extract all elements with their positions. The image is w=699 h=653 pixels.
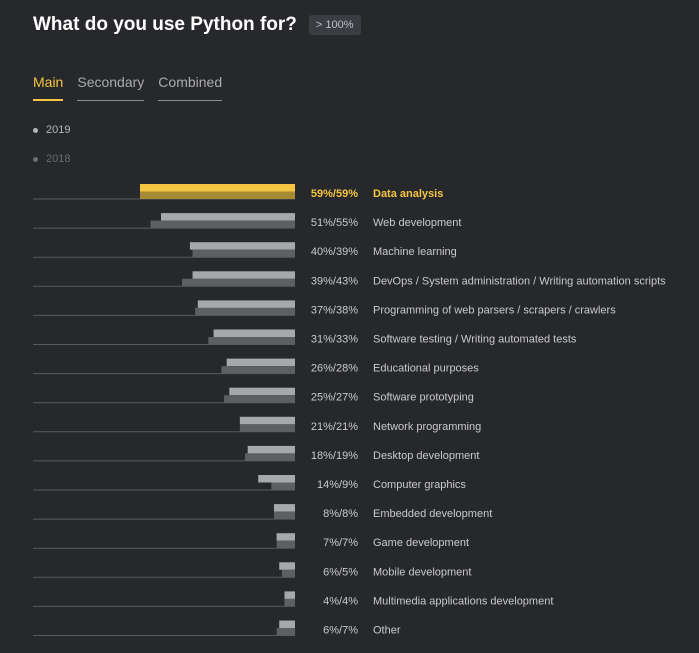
bar-2018 (140, 191, 295, 199)
category-label: Computer graphics (373, 479, 466, 491)
bar-2019 (189, 242, 295, 250)
category-label: Software prototyping (373, 392, 474, 404)
value-label: 51%/55% (311, 217, 358, 229)
bar-2019 (279, 620, 295, 628)
bar-2019 (247, 445, 295, 454)
bar-2019 (284, 591, 295, 599)
value-label: 37%/38% (311, 304, 358, 316)
tab-combined[interactable]: Combined (158, 74, 223, 101)
bar-2019 (276, 533, 295, 541)
legend-dot-icon (33, 127, 38, 133)
bar-2018 (271, 482, 295, 490)
category-label: Educational purposes (373, 363, 479, 375)
bar-2019 (229, 387, 295, 396)
legend-label-2018: 2018 (46, 153, 71, 165)
value-label: 14%/9% (317, 479, 358, 491)
value-label: 39%/43% (311, 275, 358, 287)
value-label: 18%/19% (311, 450, 358, 462)
category-label: DevOps / System administration / Writing… (373, 275, 666, 287)
category-label: Multimedia applications development (373, 595, 553, 607)
category-label: Programming of web parsers / scrapers / … (373, 304, 616, 316)
value-label: 25%/27% (311, 392, 358, 404)
value-label: 8%/8% (323, 508, 358, 520)
bar-2019 (140, 184, 295, 192)
category-label: Web development (373, 217, 461, 229)
value-label: 26%/28% (311, 363, 358, 375)
bar-2019 (197, 300, 295, 308)
category-label: Mobile development (373, 566, 471, 578)
percent-toggle-button[interactable]: > 100% (308, 15, 361, 35)
value-label: 6%/7% (323, 625, 358, 637)
category-label: Desktop development (373, 450, 479, 462)
value-label: 4%/4% (323, 595, 358, 607)
bar-2018 (208, 337, 295, 345)
bar-2018 (273, 511, 295, 520)
bar-2018 (284, 598, 295, 607)
tab-bar: Main Secondary Combined (33, 74, 223, 101)
bar-2018 (182, 278, 295, 287)
legend-item-2019[interactable]: 2019 (33, 124, 70, 136)
bar-2018 (239, 424, 295, 432)
bar-2019 (226, 358, 295, 367)
page-title: What do you use Python for? (33, 14, 297, 35)
value-label: 40%/39% (311, 246, 358, 258)
category-label: Embedded development (373, 508, 492, 520)
bar-2019 (273, 504, 295, 512)
bar-2019 (192, 271, 295, 279)
value-label: 7%/7% (323, 537, 358, 549)
category-label: Software testing / Writing automated tes… (373, 334, 577, 346)
legend-dot-icon (33, 156, 38, 162)
bar-2018 (276, 540, 295, 549)
bar-2018 (281, 569, 295, 578)
bar-2019 (161, 213, 295, 221)
category-label: Network programming (373, 421, 481, 433)
category-label: Data analysis (373, 188, 443, 200)
bar-2019 (258, 475, 295, 483)
value-label: 59%/59% (311, 188, 358, 200)
tab-secondary[interactable]: Secondary (77, 74, 145, 101)
bar-2019 (239, 416, 295, 425)
bar-2018 (192, 249, 295, 258)
bar-2018 (224, 395, 295, 403)
bar-2019 (213, 329, 295, 337)
category-label: Other (373, 625, 401, 637)
value-label: 6%/5% (323, 566, 358, 578)
value-label: 21%/21% (311, 421, 358, 433)
bar-2018 (195, 307, 295, 316)
bar-2018 (150, 220, 295, 229)
legend-label-2019: 2019 (46, 124, 71, 136)
title-row: What do you use Python for? > 100% (33, 14, 361, 36)
bar-2018 (276, 628, 295, 636)
tab-main[interactable]: Main (33, 74, 64, 101)
legend-item-2018[interactable]: 2018 (33, 153, 70, 165)
bar-2018 (245, 453, 295, 461)
category-label: Game development (373, 537, 469, 549)
category-label: Machine learning (373, 246, 457, 258)
value-label: 31%/33% (311, 334, 358, 346)
bar-2019 (279, 562, 295, 570)
bar-2018 (221, 366, 295, 374)
